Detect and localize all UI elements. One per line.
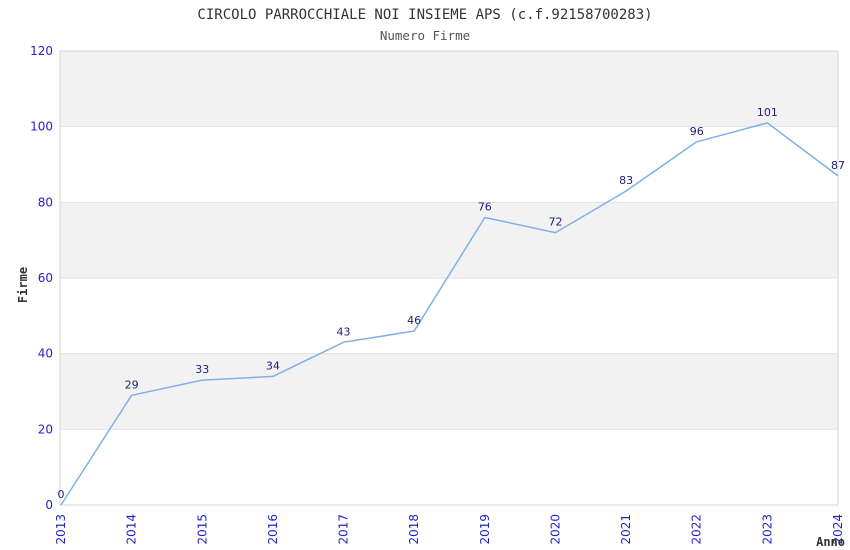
x-tick-label: 2014 [125, 514, 139, 545]
x-tick-label: 2018 [407, 514, 421, 545]
x-tick-label: 2021 [619, 514, 633, 545]
y-tick-label: 0 [45, 498, 53, 512]
y-tick-label: 120 [30, 44, 53, 58]
data-point-label: 96 [690, 125, 704, 138]
x-tick-label: 2024 [831, 514, 845, 545]
y-axis-ticks: 0 20 40 60 80 100 120 [30, 44, 53, 512]
data-point-label: 46 [407, 314, 421, 327]
y-tick-label: 100 [30, 120, 53, 134]
data-point-label: 101 [757, 106, 778, 119]
y-tick-label: 20 [38, 422, 53, 436]
y-tick-label: 60 [38, 271, 53, 285]
x-tick-label: 2017 [337, 514, 351, 545]
y-tick-label: 80 [38, 195, 53, 209]
data-point-label: 0 [58, 488, 65, 501]
x-tick-label: 2019 [478, 514, 492, 545]
series-polyline [60, 122, 839, 506]
chart-subtitle: Numero Firme [380, 28, 470, 43]
series-line [60, 122, 839, 506]
chart-title: CIRCOLO PARROCCHIALE NOI INSIEME APS (c.… [197, 7, 652, 23]
band [60, 202, 838, 278]
plot-border [59, 50, 839, 506]
x-tick-label: 2013 [54, 514, 68, 545]
x-tick-label: 2023 [760, 514, 774, 545]
data-point-label: 83 [619, 174, 633, 187]
plot-bands [60, 51, 838, 430]
data-point-label: 33 [195, 363, 209, 376]
x-tick-label: 2022 [690, 514, 704, 545]
data-point-label: 34 [266, 359, 280, 372]
x-tick-label: 2016 [266, 514, 280, 545]
x-axis-label: Anno [816, 535, 845, 549]
x-tick-label: 2020 [548, 514, 562, 545]
data-labels: 0 29 33 34 43 46 76 72 83 96 101 87 [58, 106, 846, 501]
y-axis-label: Firme [16, 267, 30, 303]
data-point-label: 87 [831, 159, 845, 172]
band [60, 353, 838, 430]
data-point-label: 76 [478, 200, 492, 213]
y-tick-label: 40 [38, 347, 53, 361]
x-axis-ticks: 2013 2014 2015 2016 2017 2018 2019 2020 2021 2022… [54, 514, 845, 545]
data-point-label: 72 [548, 216, 562, 229]
band [60, 51, 838, 127]
data-point-label: 29 [125, 378, 139, 391]
x-tick-label: 2015 [195, 514, 209, 545]
data-point-label: 43 [337, 325, 351, 338]
